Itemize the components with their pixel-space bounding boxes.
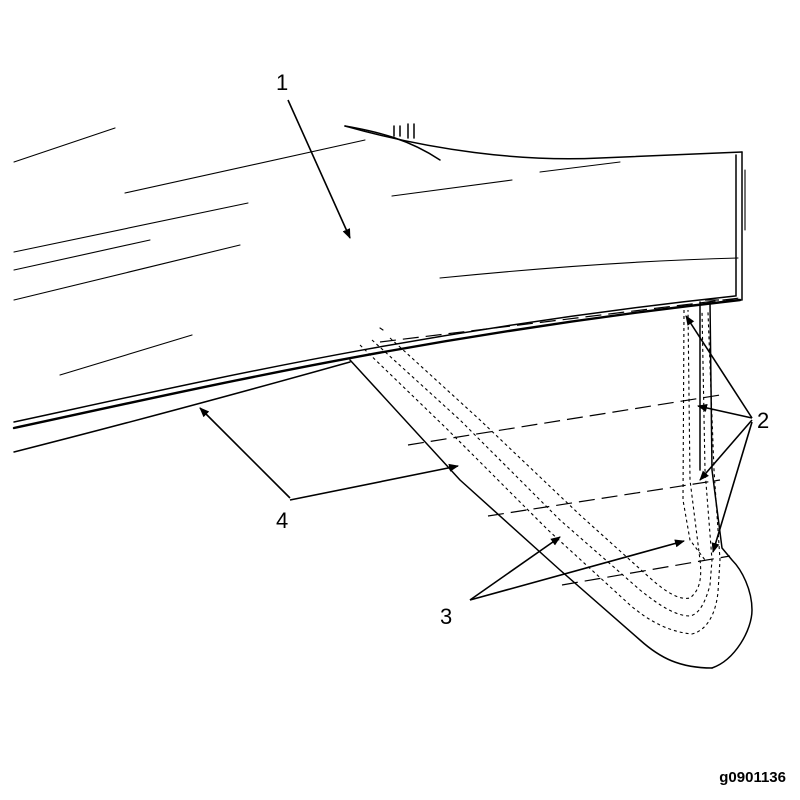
callout-1: 1: [276, 70, 288, 95]
leader-2a: [685, 315, 753, 419]
leader-3b: [469, 539, 685, 601]
leader-2d: [711, 421, 753, 553]
leader-3a: [469, 536, 561, 601]
leader-lines: [199, 99, 753, 601]
leader-1: [287, 99, 351, 239]
callout-4: 4: [276, 508, 288, 533]
leader-4a: [199, 407, 291, 499]
callout-3: 3: [440, 604, 452, 629]
figure-id: g0901136: [719, 769, 786, 786]
leader-2b: [697, 404, 753, 419]
leader-4b: [289, 463, 459, 501]
leader-2c: [699, 419, 753, 481]
hidden-channel: [359, 309, 721, 635]
skid-plate: [13, 297, 753, 669]
machine-body: [12, 123, 746, 430]
callout-2: 2: [757, 408, 769, 433]
